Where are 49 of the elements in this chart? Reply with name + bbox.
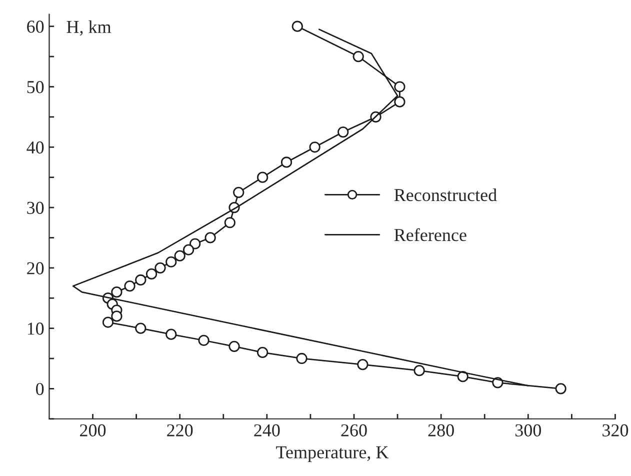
y-tick-label: 0 [36,382,44,396]
point [233,186,244,198]
x-tick-label: 300 [515,424,541,436]
point [394,96,406,108]
x-tick-label: 240 [254,424,280,436]
point [228,340,240,352]
point [111,286,122,298]
legend-label: Reconstructed [394,188,497,202]
point [204,232,216,244]
y-tick-label: 10 [28,322,44,335]
point [135,274,146,286]
point [414,365,425,376]
point [190,238,201,250]
x-tick-label: 280 [428,424,454,436]
x-tick-label: 200 [80,424,106,436]
point [309,142,320,153]
point [146,268,158,280]
point [154,262,166,274]
point [555,383,566,394]
y-tick-label: 30 [27,202,44,214]
point [198,334,210,346]
point [352,50,364,62]
y-tick-label: 20 [27,262,44,274]
x-axis-title: Temperature, K [276,446,389,462]
x-tick-label: 220 [167,424,193,436]
point [257,172,268,183]
point [357,358,368,370]
x-tick-label: 260 [341,424,367,436]
point [292,20,303,32]
point [135,322,146,334]
x-tick-label: 320 [602,424,628,436]
y-tick-label: 40 [26,141,44,154]
point [124,280,136,292]
point [166,256,177,268]
point [257,346,268,358]
point [182,244,194,256]
point [338,126,349,138]
point [166,328,177,340]
legend-label: Reference [394,228,466,242]
point [296,352,308,364]
point [102,316,114,328]
point [111,310,122,322]
point [174,250,186,262]
point [224,217,236,228]
y-axis-title: H, km [66,20,112,36]
point [394,81,406,92]
y-tick-label: 60 [27,20,44,33]
y-tick-label: 50 [27,81,44,94]
point [280,156,292,168]
